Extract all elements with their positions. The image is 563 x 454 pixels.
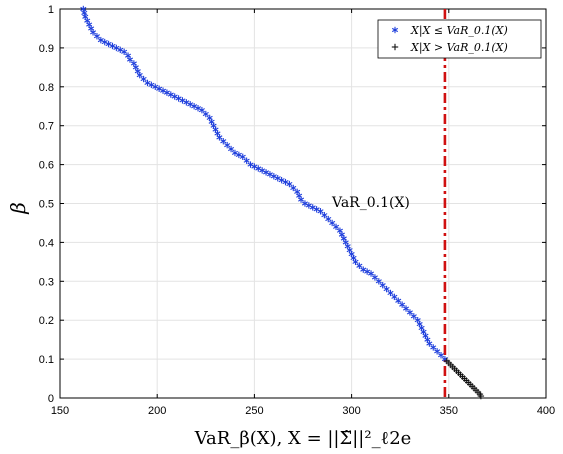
x-tick-label: 150 (51, 405, 69, 417)
legend-marker-plus (391, 43, 399, 51)
plot-frame (59, 8, 547, 399)
data-point-below-var (228, 145, 235, 153)
data-point-below-var (239, 153, 246, 161)
data-point-below-var (430, 344, 437, 351)
x-tick-label: 300 (342, 405, 360, 417)
data-point-below-var (375, 278, 382, 285)
axis-ticks: 150 200 250 300 350 400 0 0.1 0.2 0.3 0.4 0.5 0.6 0.7… (39, 4, 555, 417)
series-markers (80, 5, 485, 400)
data-point-above-var (477, 392, 485, 400)
x-tick-label: 250 (245, 405, 263, 417)
y-tick-label: 0.2 (39, 315, 54, 327)
data-point-below-var (406, 309, 413, 316)
y-tick-label: 1 (48, 4, 54, 16)
data-point-below-var (121, 48, 128, 55)
data-point-below-var (224, 141, 231, 149)
data-point-below-var (437, 352, 445, 359)
y-tick-label: 0.6 (39, 160, 54, 172)
legend: X|X ≤ VaR_0.1(X) X|X > VaR_0.1(X) (377, 19, 542, 59)
data-point-below-var (383, 285, 390, 293)
y-tick-label: 0.3 (39, 276, 54, 288)
data-point-below-var (243, 157, 250, 164)
data-point-below-var (93, 33, 100, 40)
data-point-below-var (220, 138, 227, 145)
data-point-below-var (321, 211, 328, 219)
y-tick-label: 0.7 (39, 121, 54, 133)
data-point-below-var (399, 301, 406, 308)
data-point-below-var (198, 106, 205, 114)
data-point-below-var (371, 274, 378, 281)
y-tick-label: 0.9 (39, 43, 54, 55)
data-point-below-var (352, 258, 359, 266)
y-tick-label: 0.8 (39, 82, 54, 94)
y-tick-label: 0 (48, 393, 54, 405)
data-point-below-var (140, 75, 147, 83)
data-point-below-var (367, 270, 375, 277)
data-point-below-var (317, 208, 324, 215)
grid (59, 8, 547, 399)
data-point-below-var (434, 348, 441, 355)
data-point-below-var (410, 313, 417, 320)
legend-label-above: X|X > VaR_0.1(X) (410, 41, 508, 55)
data-point-below-var (402, 305, 410, 312)
data-point-below-var (80, 5, 87, 13)
y-tick-label: 0.1 (39, 354, 54, 366)
y-tick-label: 0.4 (39, 237, 54, 249)
data-point-below-var (329, 219, 336, 227)
data-point-below-var (379, 281, 386, 289)
legend-box (377, 19, 542, 59)
data-point-below-var (216, 134, 223, 141)
data-point-below-var (81, 9, 88, 17)
data-point-below-var (90, 29, 97, 36)
legend-label-below: X|X ≤ VaR_0.1(X) (410, 24, 508, 38)
x-tick-label: 350 (440, 405, 458, 417)
x-axis-title: VaR_β(X), X = ||Σ̃||²_ℓ2e (194, 428, 412, 449)
data-point-below-var (202, 110, 209, 118)
legend-marker-asterisk (391, 26, 399, 34)
data-point-below-var (286, 180, 293, 188)
data-point-below-var (356, 262, 363, 269)
data-point-below-var (290, 184, 297, 192)
data-point-below-var (333, 223, 340, 231)
y-tick-label: 0.5 (39, 199, 54, 211)
data-point-below-var (387, 289, 394, 297)
data-point-below-var (298, 196, 305, 203)
x-tick-label: 400 (537, 405, 555, 417)
data-point-below-var (136, 71, 143, 79)
data-point-below-var (325, 215, 332, 223)
data-point-below-var (395, 297, 402, 304)
data-point-below-var (126, 56, 134, 63)
data-point-below-var (391, 293, 398, 301)
y-axis-title: β (6, 202, 30, 215)
data-point-below-var (426, 340, 433, 347)
var-annotation: VaR_0.1(X) (331, 195, 410, 211)
x-tick-label: 200 (148, 405, 166, 417)
